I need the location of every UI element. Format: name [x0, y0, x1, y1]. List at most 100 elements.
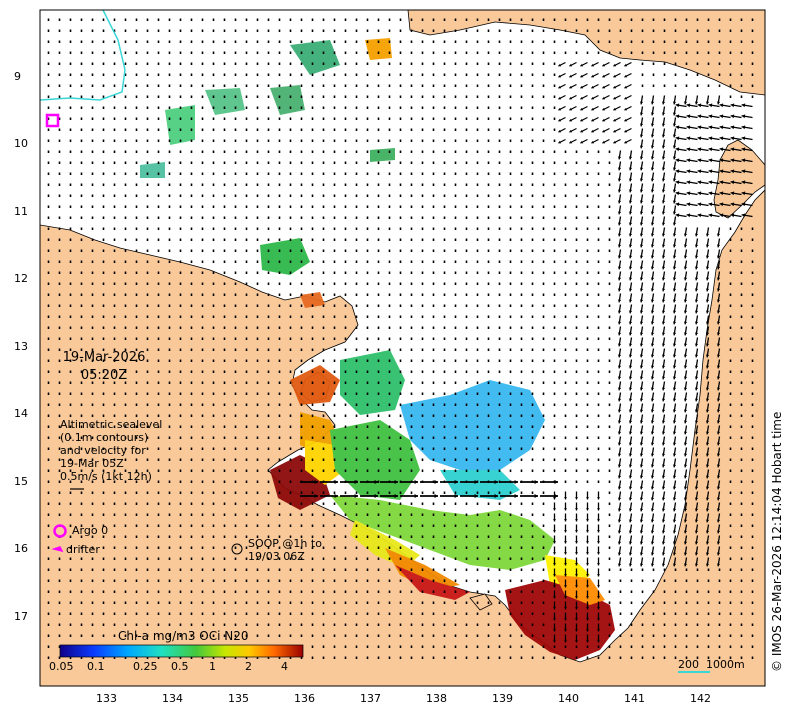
velocity-arrowhead: [628, 156, 633, 160]
velocity-arrowhead: [628, 288, 633, 292]
velocity-arrowhead: [474, 479, 478, 485]
velocity-arrowhead: [694, 464, 699, 468]
velocity-arrowhead: [553, 629, 556, 632]
velocity-arrowhead: [708, 125, 713, 130]
velocity-arrowhead: [639, 266, 644, 270]
velocity-arrowhead: [613, 118, 617, 122]
velocity-arrowhead: [694, 233, 699, 237]
velocity-arrowhead: [558, 129, 562, 133]
velocity-arrowhead: [716, 255, 721, 259]
velocity-arrowhead: [569, 96, 573, 100]
velocity-arrowhead: [553, 497, 556, 500]
lon-tick: 134: [162, 692, 183, 705]
velocity-arrowhead: [719, 180, 724, 185]
velocity-arrowhead: [672, 299, 677, 303]
velocity-arrowhead: [628, 178, 633, 182]
velocity-arrowhead: [661, 431, 666, 435]
velocity-arrowhead: [586, 607, 589, 610]
velocity-arrowhead: [686, 202, 691, 207]
velocity-arrowhead: [661, 211, 666, 215]
velocity-arrowhead: [617, 486, 622, 490]
velocity-arrowhead: [558, 140, 562, 144]
velocity-arrowhead: [694, 409, 699, 413]
velocity-arrowhead: [661, 530, 666, 534]
velocity-arrowhead: [564, 596, 567, 599]
velocity-arrowhead: [558, 96, 562, 100]
velocity-arrowhead: [639, 288, 644, 292]
velocity-arrowhead: [686, 169, 691, 174]
velocity-arrowhead: [686, 147, 691, 152]
velocity-arrowhead: [650, 453, 655, 457]
velocity-arrowhead: [580, 129, 584, 133]
velocity-arrowhead: [672, 541, 677, 545]
velocity-arrowhead: [705, 552, 710, 556]
velocity-arrowhead: [661, 299, 666, 303]
colorbar-tick: 0.1: [87, 660, 105, 673]
velocity-arrowhead: [617, 332, 622, 336]
velocity-arrowhead: [394, 479, 398, 485]
velocity-arrowhead: [650, 266, 655, 270]
velocity-arrowhead: [705, 508, 710, 512]
velocity-arrowhead: [628, 244, 633, 248]
velocity-arrowhead: [558, 63, 562, 67]
velocity-arrowhead: [569, 140, 573, 144]
velocity-arrowhead: [683, 409, 688, 413]
soop-legend-label: SOOP @1h to: [248, 537, 322, 550]
velocity-arrowhead: [705, 299, 710, 303]
velocity-arrowhead: [558, 85, 562, 89]
velocity-arrowhead: [639, 310, 644, 314]
velocity-arrowhead: [716, 398, 721, 402]
velocity-arrowhead: [672, 134, 677, 138]
velocity-arrowhead: [675, 213, 680, 218]
velocity-arrowhead: [672, 233, 677, 237]
velocity-arrowhead: [661, 376, 666, 380]
velocity-arrowhead: [586, 596, 589, 599]
velocity-arrowhead: [716, 299, 721, 303]
velocity-arrowhead: [741, 103, 746, 108]
velocity-arrowhead: [716, 552, 721, 556]
velocity-arrowhead: [617, 519, 622, 523]
velocity-arrowhead: [730, 180, 735, 185]
velocity-arrowhead: [716, 442, 721, 446]
velocity-arrowhead: [558, 107, 562, 111]
velocity-arrowhead: [617, 497, 622, 501]
velocity-arrowhead: [650, 112, 655, 116]
velocity-arrowhead: [694, 442, 699, 446]
velocity-arrowhead: [730, 114, 735, 119]
velocity-arrowhead: [683, 233, 688, 237]
velocity-arrowhead: [628, 453, 633, 457]
velocity-arrowhead: [334, 479, 338, 485]
velocity-arrowhead: [553, 508, 556, 511]
velocity-arrowhead: [661, 222, 666, 226]
velocity-arrowhead: [683, 530, 688, 534]
velocity-arrowhead: [650, 277, 655, 281]
velocity-arrowhead: [580, 63, 584, 67]
velocity-arrowhead: [661, 365, 666, 369]
velocity-arrowhead: [683, 255, 688, 259]
velocity-arrowhead: [628, 475, 633, 479]
velocity-arrowhead: [697, 147, 702, 152]
velocity-arrowhead: [650, 398, 655, 402]
velocity-arrowhead: [639, 508, 644, 512]
velocity-arrowhead: [672, 222, 677, 226]
velocity-arrowhead: [602, 63, 606, 67]
velocity-arrowhead: [591, 74, 595, 78]
velocity-arrowhead: [602, 96, 606, 100]
velocity-arrowhead: [554, 479, 558, 485]
velocity-arrowhead: [672, 519, 677, 523]
velocity-arrowhead: [639, 563, 644, 567]
velocity-arrowhead: [639, 244, 644, 248]
velocity-arrowhead: [694, 332, 699, 336]
velocity-arrowhead: [650, 189, 655, 193]
velocity-arrowhead: [580, 107, 584, 111]
velocity-arrowhead: [719, 169, 724, 174]
velocity-arrowhead: [697, 158, 702, 163]
velocity-arrowhead: [650, 365, 655, 369]
velocity-arrowhead: [716, 277, 721, 281]
velocity-arrowhead: [597, 629, 600, 632]
velocity-arrowhead: [650, 156, 655, 160]
velocity-arrowhead: [705, 266, 710, 270]
velocity-arrowhead: [650, 288, 655, 292]
velocity-arrowhead: [672, 475, 677, 479]
velocity-arrowhead: [683, 354, 688, 358]
